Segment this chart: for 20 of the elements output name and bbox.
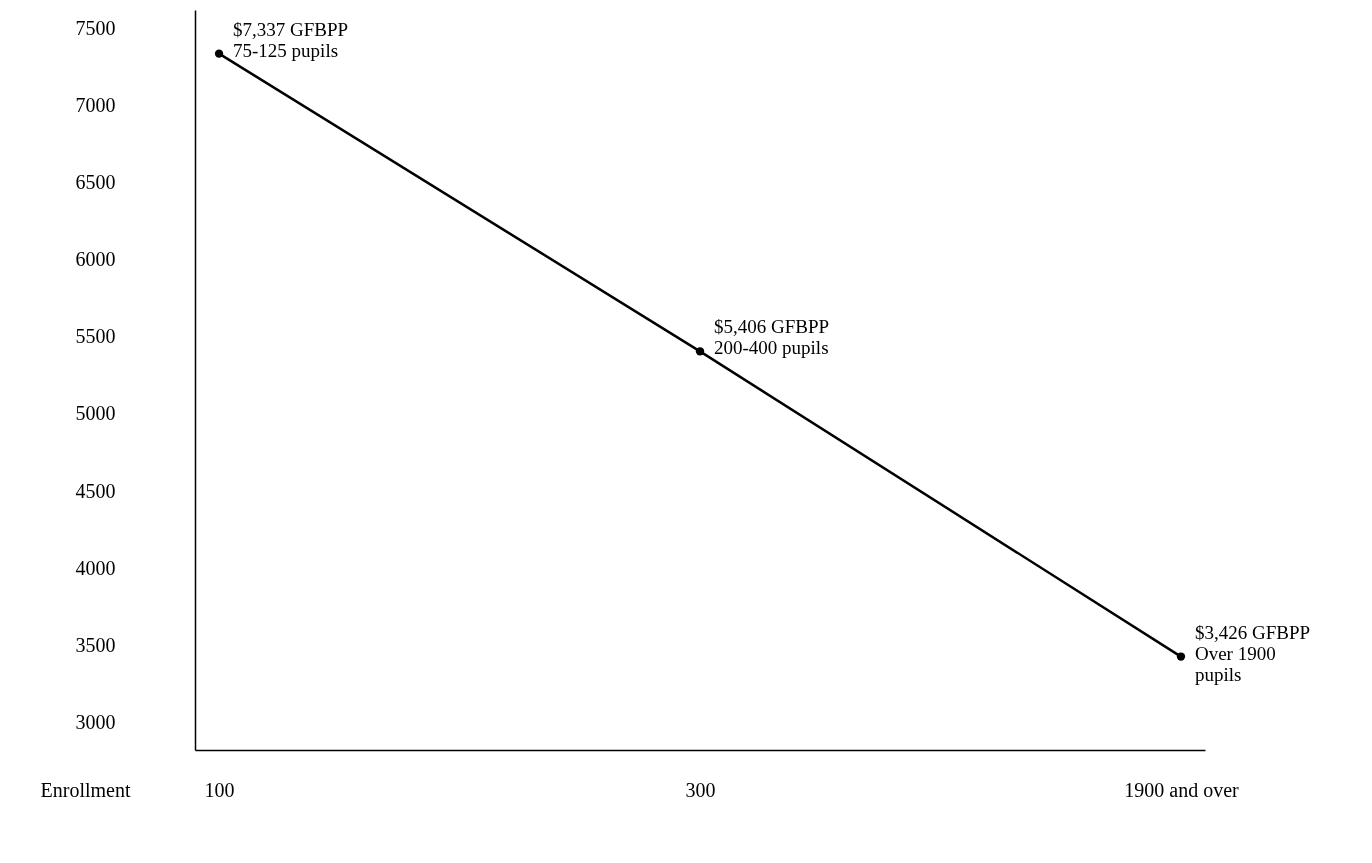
- x-tick-label: 100: [204, 778, 235, 801]
- data-label: $3,426 GFBPP Over 1900 pupils: [1194, 621, 1311, 685]
- y-tick-label: 4000: [75, 556, 116, 579]
- x-tick-label: 1900 and over: [1124, 778, 1239, 801]
- y-tick-label: 6500: [75, 171, 116, 194]
- data-label: $5,406 GFBPP 200-400 pupils: [714, 316, 830, 359]
- y-tick-label: 3500: [75, 633, 116, 656]
- point: [1176, 652, 1186, 661]
- y-tick-label: 7000: [75, 94, 116, 117]
- point: [214, 49, 224, 58]
- x-axis-title: Enrollment: [40, 778, 131, 801]
- y-tick-label: 3000: [75, 710, 116, 733]
- point: [695, 347, 705, 356]
- data-label: $7,337 GFBPP 75-125 pupils: [233, 18, 349, 61]
- y-tick-label: 7500: [75, 17, 116, 39]
- y-tick-label: 5500: [75, 325, 116, 348]
- y-tick-label: 5000: [75, 402, 116, 425]
- y-tick-label: 6000: [75, 248, 116, 271]
- y-tick-label: 4500: [75, 479, 116, 502]
- x-tick-label: 300: [685, 778, 716, 801]
